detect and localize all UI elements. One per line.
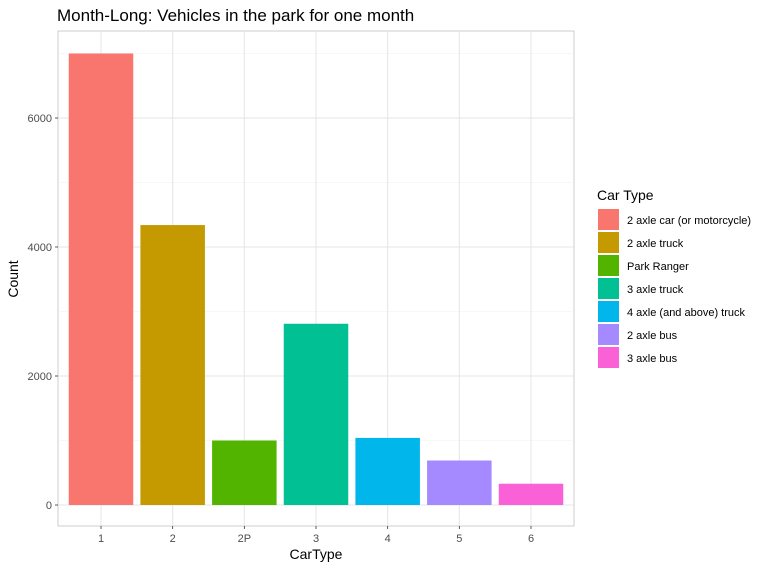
legend-key	[598, 232, 619, 253]
legend-label: 2 axle truck	[627, 238, 684, 250]
legend-label: 4 axle (and above) truck	[627, 307, 746, 319]
legend-label: 3 axle bus	[627, 353, 678, 365]
x-axis-ticks: 1 2 2P 3 4 5 6	[98, 526, 534, 545]
bar-2	[140, 225, 205, 505]
y-axis-title: Count	[5, 260, 21, 297]
x-tick-label: 2	[170, 533, 176, 545]
chart-title: Month-Long: Vehicles in the park for one…	[57, 6, 414, 25]
legend-key	[598, 209, 619, 230]
legend-label: 2 axle bus	[627, 330, 678, 342]
legend-key	[598, 301, 619, 322]
y-tick-label: 2000	[28, 371, 52, 383]
bar-2p	[212, 440, 277, 505]
y-axis-ticks: 0 2000 4000 6000	[28, 113, 58, 512]
x-tick-label: 6	[528, 533, 534, 545]
bar-3	[283, 323, 349, 505]
legend-label: 2 axle car (or motorcycle)	[627, 215, 751, 227]
bar-1	[68, 53, 134, 505]
y-tick-label: 0	[46, 500, 52, 512]
x-tick-label: 4	[385, 533, 391, 545]
x-tick-label: 1	[98, 533, 104, 545]
bar-5	[427, 460, 492, 505]
x-tick-label: 3	[313, 533, 319, 545]
x-axis-title: CarType	[290, 546, 343, 562]
bars	[68, 53, 564, 505]
x-tick-label: 2P	[238, 533, 251, 545]
legend-key	[598, 278, 619, 299]
legend-key	[598, 255, 619, 276]
legend-label: 3 axle truck	[627, 284, 684, 296]
bar-6	[498, 483, 564, 505]
x-tick-label: 5	[456, 533, 462, 545]
legend-label: Park Ranger	[627, 261, 689, 273]
legend-title: Car Type	[597, 187, 654, 203]
y-tick-label: 6000	[28, 113, 52, 125]
legend-key	[598, 347, 619, 368]
y-tick-label: 4000	[28, 242, 52, 254]
legend-key	[598, 324, 619, 345]
legend: 2 axle car (or motorcycle) 2 axle truck Pa…	[598, 209, 751, 368]
bar-4	[355, 437, 420, 505]
